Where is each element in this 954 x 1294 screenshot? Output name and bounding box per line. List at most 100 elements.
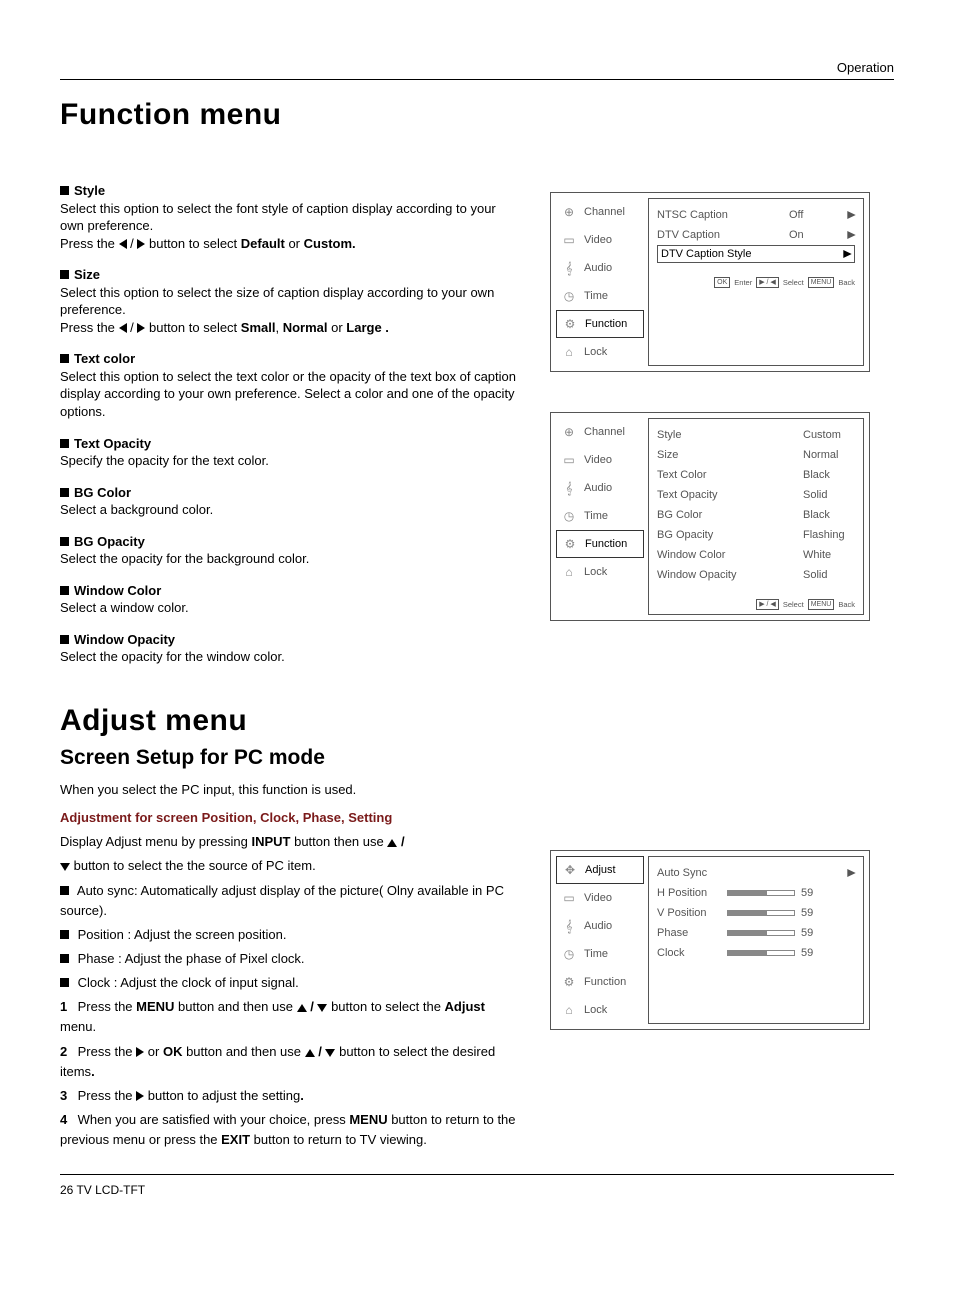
osd-footer: OKEnter▶ / ◀SelectMENUBack <box>657 277 855 288</box>
osd-row[interactable]: Auto Sync <box>657 863 855 883</box>
osd-side-label: Time <box>584 510 608 522</box>
osd-side-label: Video <box>584 892 612 904</box>
osd-side-item-channel[interactable]: ⊕Channel <box>556 198 644 226</box>
bgcolor-head: BG Color <box>74 485 131 500</box>
osd-side-label: Function <box>584 976 626 988</box>
osd-row[interactable]: DTV CaptionOn <box>657 225 855 245</box>
audio-icon: 𝄞 <box>560 918 578 934</box>
osd-side-label: Audio <box>584 482 612 494</box>
subtitle-screen-setup: Screen Setup for PC mode <box>60 746 894 770</box>
adjust-phase: Phase : Adjust the phase of Pixel clock. <box>78 951 305 966</box>
osd-side-item-video[interactable]: ▭ Video <box>556 226 644 254</box>
osd-side-label: Audio <box>584 262 612 274</box>
osd-row[interactable]: Window ColorWhite <box>657 545 855 565</box>
left-arrow-icon <box>119 323 127 333</box>
osd-side-item-adjust[interactable]: ✥Adjust <box>556 856 644 884</box>
audio-icon: 𝄞 <box>560 480 578 496</box>
osd-row[interactable]: V Position59 <box>657 903 855 923</box>
osd-caption-menu: ⊕Channel▭Video𝄞Audio◷Time⚙Function⌂Lock … <box>550 192 870 372</box>
style-head: Style <box>74 183 105 198</box>
osd-row[interactable]: H Position59 <box>657 883 855 903</box>
osd-side-item-video[interactable]: ▭Video <box>556 446 644 474</box>
bullet-icon <box>60 186 69 195</box>
winopacity-head: Window Opacity <box>74 632 175 647</box>
bullet-icon <box>60 586 69 595</box>
left-arrow-icon <box>119 239 127 249</box>
textopacity-body: Specify the opacity for the text color. <box>60 452 520 470</box>
osd-footer: ▶ / ◀SelectMENUBack <box>657 599 855 610</box>
lock-icon: ⌂ <box>560 564 578 580</box>
bullet-icon <box>60 978 69 987</box>
time-icon: ◷ <box>560 508 578 524</box>
osd-side-item-time[interactable]: ◷Time <box>556 940 644 968</box>
osd-side-label: Time <box>584 948 608 960</box>
osd-side-label: Video <box>584 234 612 246</box>
osd-side-item-function[interactable]: ⚙Function <box>556 530 644 558</box>
rule-bottom <box>60 1174 894 1175</box>
osd-side-item-lock[interactable]: ⌂ Lock <box>556 558 644 586</box>
style-default: Default <box>241 236 285 251</box>
osd-side-label: Time <box>584 290 608 302</box>
osd-row[interactable]: Phase59 <box>657 923 855 943</box>
osd-side-item-audio[interactable]: 𝄞 Audio <box>556 474 644 502</box>
osd-row[interactable]: Clock59 <box>657 943 855 963</box>
video-icon: ▭ <box>560 232 578 248</box>
bullet-icon <box>60 537 69 546</box>
osd-side-label: Lock <box>584 346 607 358</box>
osd-row[interactable]: DTV Caption Style <box>657 245 855 263</box>
time-icon: ◷ <box>560 288 578 304</box>
osd-side-item-audio[interactable]: 𝄞Audio <box>556 912 644 940</box>
channel-icon: ⊕ <box>560 424 578 440</box>
adjust-subhead: Adjustment for screen Position, Clock, P… <box>60 808 520 828</box>
osd-side-item-video[interactable]: ▭Video <box>556 884 644 912</box>
size-body-1: Select this option to select the size of… <box>60 284 520 319</box>
textcolor-head: Text color <box>74 351 135 366</box>
winopacity-body: Select the opacity for the window color. <box>60 648 520 666</box>
wincolor-head: Window Color <box>74 583 161 598</box>
adjust-intro: When you select the PC input, this funct… <box>60 780 520 800</box>
osd-row[interactable]: Text OpacitySolid <box>657 485 855 505</box>
bullet-icon <box>60 954 69 963</box>
style-custom: Custom. <box>304 236 356 251</box>
style-press-a: Press the <box>60 236 119 251</box>
right-arrow-icon <box>136 1091 144 1101</box>
up-arrow-icon <box>297 1004 307 1012</box>
osd-caption-style-menu: ⊕Channel▭Video𝄞Audio◷Time⚙Function⌂Lock … <box>550 412 870 621</box>
osd-side-item-audio[interactable]: 𝄞Audio <box>556 254 644 282</box>
textopacity-head: Text Opacity <box>74 436 151 451</box>
osd-row[interactable]: NTSC CaptionOff <box>657 205 855 225</box>
osd-row[interactable]: SizeNormal <box>657 445 855 465</box>
bullet-icon <box>60 354 69 363</box>
rule-top <box>60 79 894 80</box>
osd-side-label: Function <box>585 318 627 330</box>
osd-row[interactable]: BG ColorBlack <box>657 505 855 525</box>
osd-row[interactable]: Window OpacitySolid <box>657 565 855 585</box>
right-arrow-icon <box>137 239 145 249</box>
page-footer: 26 TV LCD-TFT <box>60 1183 894 1197</box>
bgopacity-head: BG Opacity <box>74 534 145 549</box>
osd-side-item-function[interactable]: ⚙Function <box>556 310 644 338</box>
video-icon: ▭ <box>560 452 578 468</box>
osd-side-item-time[interactable]: ◷ Time <box>556 282 644 310</box>
osd-side-item-lock[interactable]: ⌂Lock <box>556 338 644 366</box>
osd-side-label: Lock <box>584 566 607 578</box>
title-function-menu: Function menu <box>60 98 894 132</box>
osd-adjust-menu: ✥Adjust▭Video𝄞Audio◷Time ⚙ Function ⌂Lock A… <box>550 850 870 1030</box>
osd-side-item-function[interactable]: ⚙ Function <box>556 968 644 996</box>
right-arrow-icon <box>136 1047 144 1057</box>
title-adjust-menu: Adjust menu <box>60 704 894 738</box>
size-head: Size <box>74 267 100 282</box>
osd-side-item-channel[interactable]: ⊕Channel <box>556 418 644 446</box>
osd-side-item-time[interactable]: ◷ Time <box>556 502 644 530</box>
osd-row[interactable]: Text ColorBlack <box>657 465 855 485</box>
function-left-column: Style Select this option to select the f… <box>60 182 520 680</box>
down-arrow-icon <box>325 1049 335 1057</box>
osd-side-item-lock[interactable]: ⌂Lock <box>556 996 644 1024</box>
lock-icon: ⌂ <box>560 1002 578 1018</box>
osd-row[interactable]: StyleCustom <box>657 425 855 445</box>
channel-icon: ⊕ <box>560 204 578 220</box>
osd-row[interactable]: BG OpacityFlashing <box>657 525 855 545</box>
adjust-icon: ✥ <box>561 862 579 878</box>
right-arrow-icon <box>137 323 145 333</box>
function-icon: ⚙ <box>560 974 578 990</box>
